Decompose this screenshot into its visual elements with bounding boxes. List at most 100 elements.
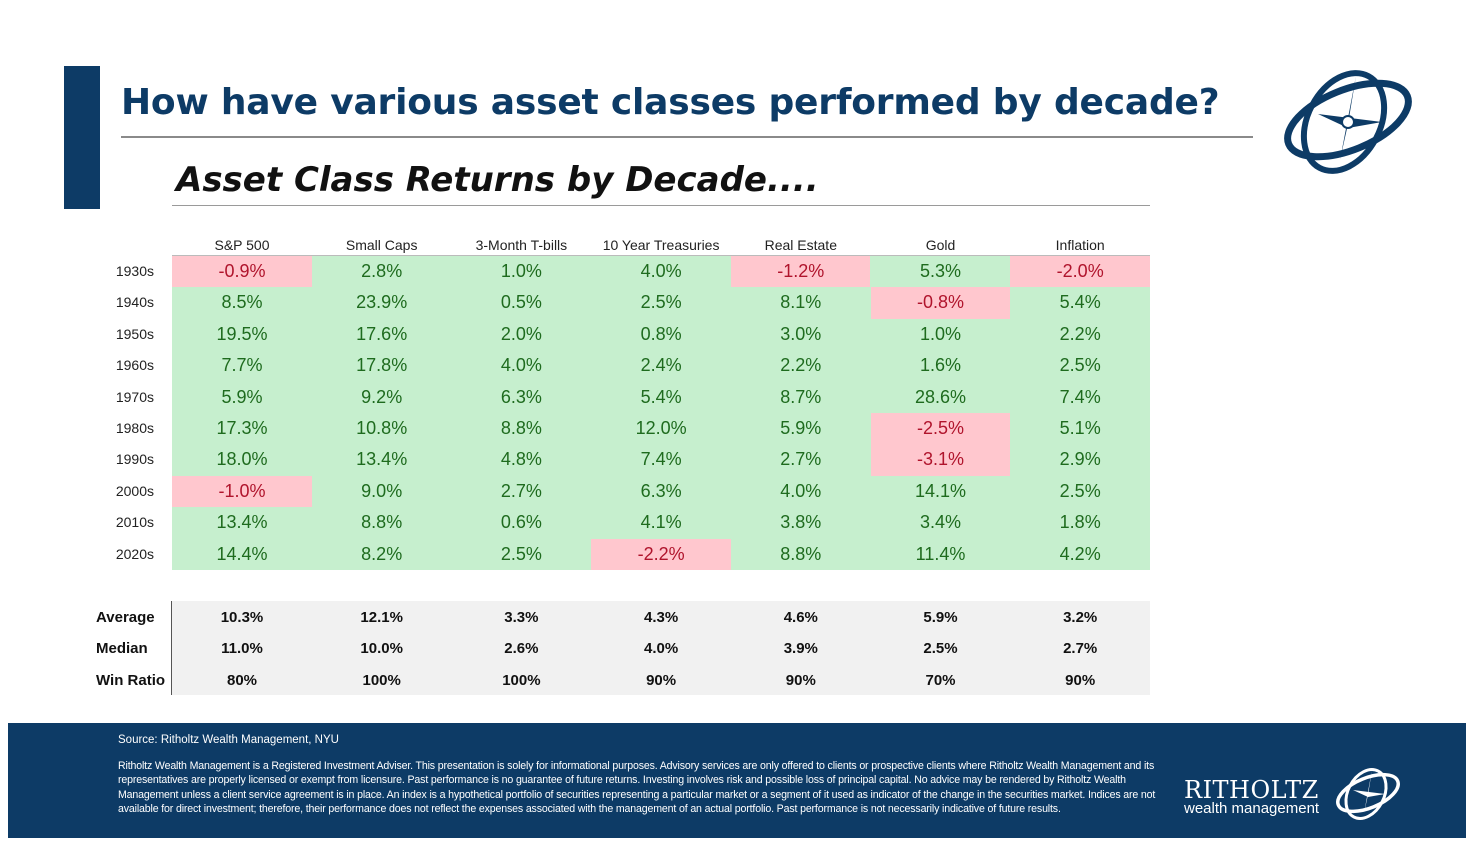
disclaimer-text: Ritholtz Wealth Management is a Register… [118,760,1156,816]
summary-cell: 5.9% [923,609,958,626]
summary-cell: 100% [502,671,541,689]
table-cell: 3.0% [780,323,822,344]
column-header: Real Estate [764,237,837,253]
table-cell: 4.0% [780,480,822,501]
column-header: S&P 500 [214,237,270,253]
table-cell: 5.4% [640,386,682,407]
table-cell: 2.2% [1059,323,1101,344]
summary-cell: 3.2% [1063,609,1098,626]
table-cell: 7.4% [640,449,682,470]
table-cell: 4.2% [1059,543,1101,564]
table-cell: -3.1% [916,449,965,470]
table-cell: 4.1% [640,512,682,533]
table-cell: 23.9% [356,292,408,313]
table-cell: 7.7% [221,355,263,376]
table-cell: 1.6% [919,355,962,376]
brand-tagline: wealth management [1184,800,1320,817]
table-cell: 8.2% [361,543,403,564]
summary-cell: 11.0% [221,640,263,658]
row-label: 1940s [115,294,154,311]
table-cell: 12.0% [635,418,687,438]
summary-row-label: Win Ratio [96,671,166,689]
table-cell: 28.6% [914,386,967,407]
summary-cell: 12.1% [360,609,403,626]
column-header: 10 Year Treasuries [602,237,720,253]
table-cell: -2.0% [1056,261,1104,281]
table-cell: 2.5% [1059,355,1101,376]
summary-cell: 80% [226,671,258,689]
table-cell: 8.5% [221,292,263,313]
table-cell: 10.8% [356,418,408,438]
negative-cell-highlight [172,475,312,508]
summary-cell: 4.0% [643,640,679,658]
summary-cell: 2.6% [504,640,539,658]
negative-cell-highlight [870,287,1011,319]
column-header: Small Caps [345,237,418,253]
table-cell: 5.9% [780,418,822,438]
table-cell: 11.4% [915,543,966,564]
table-cell: 17.3% [216,418,268,438]
column-header: Inflation [1055,237,1105,253]
table-cell: 2.0% [500,323,542,344]
table-cell: 8.8% [780,543,822,564]
subtitle-divider [172,205,1150,206]
negative-cell-highlight [172,256,312,288]
table-cell: -0.9% [218,261,266,281]
table-cell: 13.4% [356,449,408,470]
summary-cell: 10.3% [220,609,264,626]
table-cell: 4.8% [500,449,542,470]
summary-cell: 70% [925,671,956,689]
table-cell: -1.2% [777,261,825,281]
table-cell: 13.4% [216,512,268,533]
table-cell: 2.2% [780,355,822,376]
summary-cell: 10.0% [360,640,403,658]
header-underline [172,255,1150,256]
summary-cell: 4.3% [643,609,679,626]
negative-cell-highlight [870,413,1011,445]
table-cell: 1.0% [919,323,962,344]
table-cell: 7.4% [1059,386,1101,407]
column-header: 3-Month T-bills [475,237,568,253]
table-cell: 5.9% [221,386,263,407]
table-cell: 1.8% [1059,512,1101,533]
negative-cell-highlight [730,256,871,288]
table-cell: 0.5% [500,292,542,313]
row-label: 2020s [115,545,154,562]
table-cell: 8.8% [500,418,542,438]
table-cell: 0.8% [640,323,682,344]
table-cell: -0.8% [916,292,965,313]
table-cell: -2.5% [916,418,965,438]
table-cell: 3.8% [780,512,822,533]
table-cell: 9.2% [361,386,403,407]
summary-cell: 2.7% [1063,640,1098,658]
table-cell: 2.5% [640,292,682,313]
table-cell: 4.0% [640,261,682,281]
negative-cell-highlight [870,444,1011,476]
table-cell: 6.3% [640,480,682,501]
table-cell: 3.4% [919,512,962,533]
negative-cell-highlight [591,538,731,570]
row-label: 1960s [115,357,154,374]
footer: Source: Ritholtz Wealth Management, NYU … [8,723,1466,838]
page-title: How have various asset classes performed… [121,82,1220,123]
table-cell: 4.0% [500,355,542,376]
table-cell: 17.6% [356,323,408,344]
negative-cell-highlight [1010,256,1150,288]
summary-stats-divider [171,601,172,695]
ritholtz-logo-icon [1284,70,1412,174]
table-cell: 2.8% [361,261,403,281]
table-cell: 14.4% [216,543,268,564]
table-cell: 19.5% [216,323,268,344]
table-cell: 14.1% [914,480,967,501]
column-header: Gold [925,237,956,253]
brand-name: RITHOLTZ [1184,776,1319,804]
table-cell: 0.6% [500,512,542,533]
table-cell: 6.3% [500,386,542,407]
table-cell: 18.0% [216,449,268,470]
summary-cell: 90% [646,671,677,689]
table-cell: 5.4% [1059,292,1101,313]
row-label: 1950s [115,325,154,342]
table-cell: 2.7% [500,480,542,501]
table-cell: 17.8% [356,355,408,376]
chart-title: Asset Class Returns by Decade.... [176,160,819,200]
